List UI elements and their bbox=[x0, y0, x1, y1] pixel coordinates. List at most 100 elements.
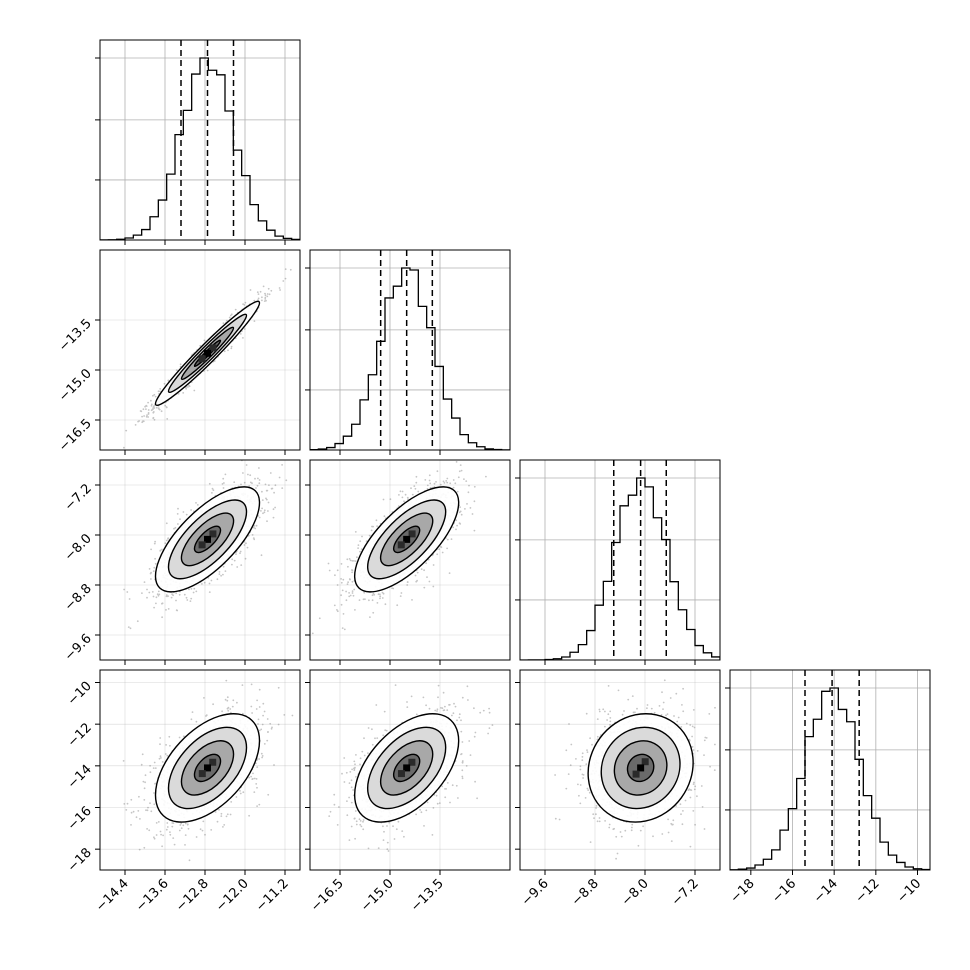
scatter-point bbox=[156, 593, 159, 596]
scatter-point bbox=[138, 848, 141, 851]
scatter-point bbox=[229, 813, 232, 816]
panel-0-0 bbox=[95, 39, 301, 245]
scatter-point bbox=[443, 482, 446, 484]
scatter-point bbox=[168, 735, 171, 738]
panel-plot-area bbox=[100, 40, 300, 240]
scatter-point bbox=[351, 590, 354, 592]
scatter-point bbox=[392, 587, 395, 590]
scatter-point bbox=[342, 578, 345, 581]
scatter-point bbox=[253, 791, 256, 793]
scatter-point bbox=[249, 289, 252, 291]
scatter-point bbox=[152, 416, 155, 419]
scatter-point bbox=[466, 503, 468, 505]
scatter-point bbox=[349, 594, 352, 597]
scatter-point bbox=[140, 410, 143, 413]
scatter-point bbox=[218, 573, 221, 575]
scatter-point bbox=[164, 753, 167, 755]
scatter-point bbox=[382, 592, 385, 595]
scatter-point bbox=[274, 484, 277, 487]
scatter-point bbox=[256, 766, 259, 768]
scatter-point bbox=[161, 845, 164, 848]
scatter-point bbox=[257, 477, 259, 480]
scatter-point bbox=[432, 564, 435, 566]
scatter-point bbox=[458, 470, 461, 473]
scatter-point bbox=[165, 539, 168, 542]
scatter-point bbox=[154, 782, 156, 785]
scatter-point bbox=[202, 820, 205, 823]
scatter-point bbox=[125, 809, 128, 811]
scatter-point bbox=[428, 580, 431, 583]
scatter-point bbox=[126, 802, 129, 805]
scatter-point bbox=[428, 479, 431, 482]
scatter-point bbox=[251, 778, 254, 780]
ytick-label: −9.6 bbox=[62, 631, 95, 664]
scatter-point bbox=[155, 406, 158, 409]
scatter-point bbox=[262, 512, 264, 515]
scatter-point bbox=[203, 339, 206, 342]
scatter-point bbox=[240, 483, 242, 486]
scatter-point bbox=[252, 526, 255, 529]
scatter-point bbox=[379, 593, 381, 596]
scatter-point bbox=[182, 511, 185, 513]
scatter-point bbox=[371, 594, 374, 597]
scatter-point bbox=[254, 477, 256, 480]
scatter-point bbox=[446, 481, 449, 484]
scatter-point bbox=[413, 485, 416, 487]
scatter-point bbox=[157, 590, 160, 593]
scatter-point bbox=[175, 599, 177, 602]
scatter-point bbox=[165, 744, 168, 746]
scatter-point bbox=[193, 587, 196, 590]
scatter-point bbox=[150, 409, 153, 412]
scatter-point bbox=[230, 345, 233, 348]
scatter-point bbox=[213, 360, 216, 362]
panel-plot-area bbox=[310, 250, 510, 450]
scatter-point bbox=[127, 626, 130, 628]
scatter-point bbox=[244, 301, 247, 304]
scatter-point bbox=[227, 709, 230, 712]
scatter-point bbox=[354, 609, 356, 611]
scatter-point bbox=[175, 592, 178, 595]
scatter-point bbox=[172, 822, 175, 824]
histogram-1 bbox=[310, 267, 510, 450]
scatter-point bbox=[145, 809, 147, 812]
scatter-point bbox=[340, 603, 343, 606]
scatter-point bbox=[248, 814, 251, 817]
scatter-point bbox=[272, 508, 275, 511]
scatter-point bbox=[173, 843, 176, 846]
scatter-point bbox=[432, 585, 435, 588]
scatter-point bbox=[185, 387, 188, 390]
scatter-point bbox=[464, 508, 466, 510]
scatter-point bbox=[263, 710, 266, 713]
scatter-point bbox=[383, 515, 386, 518]
scatter-point bbox=[221, 483, 224, 485]
scatter-point bbox=[401, 496, 404, 499]
scatter-point bbox=[235, 553, 237, 555]
scatter-point bbox=[248, 485, 251, 487]
scatter-point bbox=[348, 558, 351, 560]
scatter-point bbox=[362, 598, 365, 601]
scatter-point bbox=[253, 525, 256, 527]
scatter-point bbox=[138, 795, 140, 798]
scatter-point bbox=[201, 583, 203, 585]
scatter-point bbox=[212, 489, 215, 491]
histogram-0 bbox=[100, 57, 300, 240]
scatter-point bbox=[260, 510, 262, 512]
scatter-point bbox=[161, 602, 163, 605]
scatter-point bbox=[159, 743, 161, 746]
scatter-point bbox=[347, 565, 349, 568]
scatter-point bbox=[417, 490, 420, 493]
scatter-point bbox=[262, 702, 265, 705]
scatter-point bbox=[102, 451, 104, 453]
scatter-point bbox=[441, 551, 444, 554]
panel-2-0: −9.6−8.8−8.0−7.2 bbox=[62, 459, 301, 665]
scatter-point bbox=[261, 490, 263, 493]
scatter-point bbox=[159, 388, 162, 390]
scatter-point bbox=[375, 519, 378, 522]
scatter-point bbox=[266, 489, 269, 492]
panel-frame bbox=[309, 249, 511, 451]
scatter-point bbox=[455, 519, 458, 522]
scatter-point bbox=[257, 293, 260, 295]
scatter-point bbox=[164, 542, 167, 545]
scatter-point bbox=[245, 464, 248, 466]
panel-plot-area bbox=[100, 460, 300, 660]
